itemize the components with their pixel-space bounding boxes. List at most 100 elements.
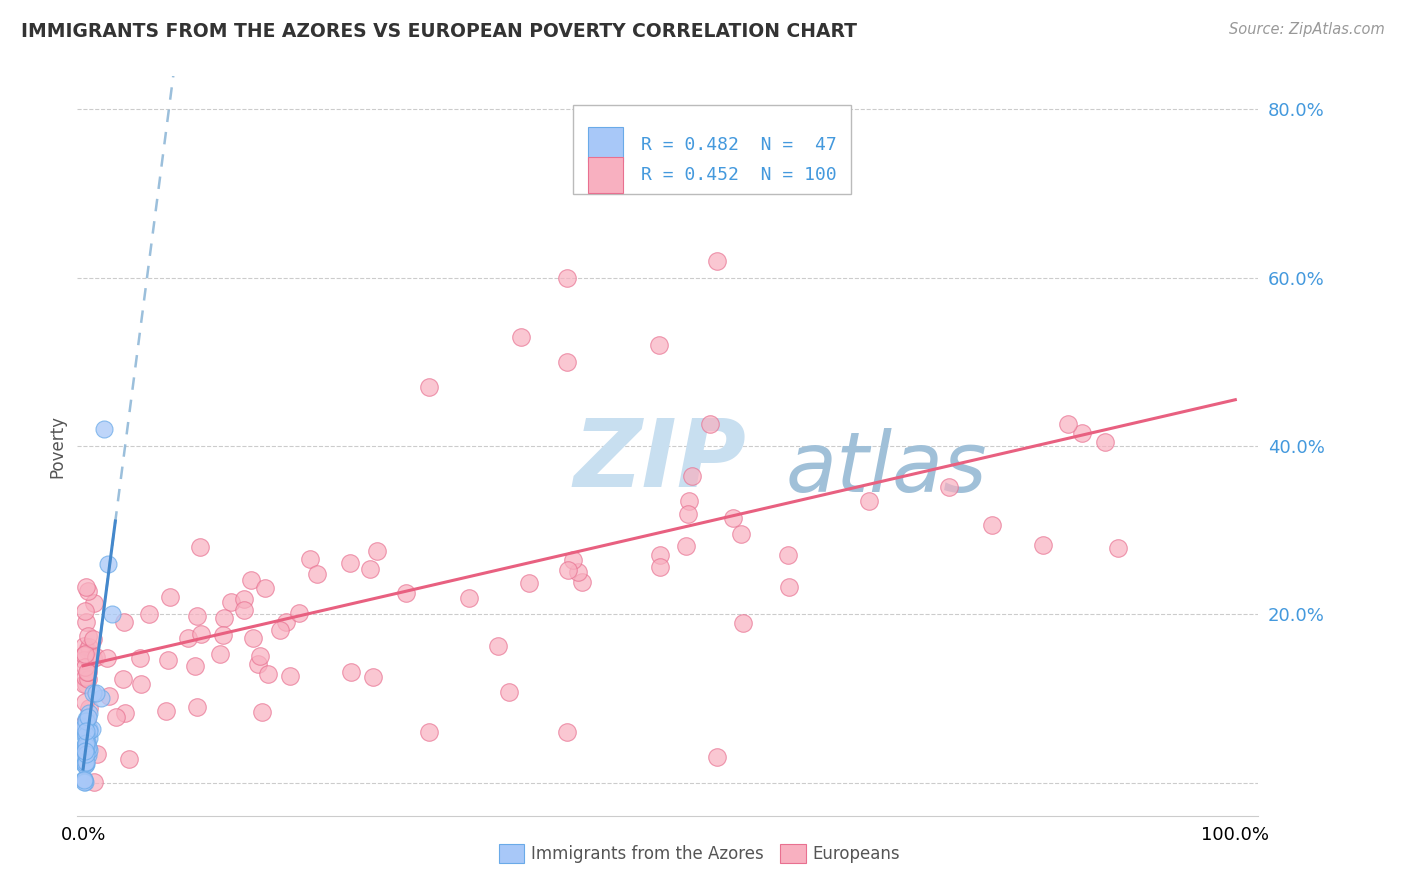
Point: [1107, 541, 1129, 556]
FancyBboxPatch shape: [588, 127, 623, 162]
Point: [73, 757, 96, 772]
Point: [252, 705, 274, 719]
Point: [1056, 417, 1078, 431]
Point: [184, 658, 207, 673]
Point: [73, 716, 96, 731]
Point: [155, 705, 177, 719]
Point: [249, 648, 271, 663]
Point: [86, 686, 108, 700]
Point: [730, 527, 752, 541]
Point: [73, 756, 96, 770]
Point: [648, 560, 671, 574]
Point: [366, 544, 388, 558]
Point: [648, 548, 671, 562]
Point: [73, 739, 96, 753]
Point: [676, 507, 699, 521]
Text: ZIP: ZIP: [574, 415, 747, 507]
Point: [340, 665, 363, 679]
Point: [938, 480, 960, 494]
Point: [82, 651, 104, 665]
Point: [75, 659, 97, 673]
Point: [82, 632, 104, 647]
Point: [82, 685, 104, 699]
Point: [190, 627, 212, 641]
Point: [246, 657, 269, 672]
Point: [339, 556, 361, 570]
Point: [86, 649, 108, 664]
Point: [159, 591, 181, 605]
Point: [75, 719, 97, 733]
Point: [77, 665, 100, 680]
Point: [79, 640, 101, 654]
Point: [681, 468, 703, 483]
Point: [858, 494, 880, 508]
Point: [699, 417, 721, 431]
Point: [721, 511, 744, 525]
Point: [77, 706, 100, 720]
Point: [76, 747, 98, 762]
Point: [75, 615, 97, 629]
Point: [77, 723, 100, 738]
Point: [77, 722, 100, 736]
Point: [498, 684, 520, 698]
Point: [73, 757, 96, 772]
Point: [73, 738, 96, 752]
Point: [77, 629, 100, 643]
Point: [299, 552, 322, 566]
Point: [101, 607, 124, 622]
Point: [80, 722, 103, 736]
Point: [112, 615, 135, 629]
Point: [555, 725, 578, 739]
Point: [75, 695, 97, 709]
Point: [253, 581, 276, 595]
Point: [75, 580, 97, 594]
Text: atlas: atlas: [786, 427, 987, 508]
Point: [75, 713, 97, 727]
Point: [77, 722, 100, 736]
Point: [418, 725, 440, 739]
Point: [73, 648, 96, 662]
Point: [269, 623, 291, 637]
FancyBboxPatch shape: [588, 157, 623, 193]
FancyBboxPatch shape: [574, 105, 851, 194]
Point: [76, 710, 98, 724]
Point: [75, 755, 97, 769]
Point: [73, 750, 96, 764]
Point: [97, 557, 120, 571]
Point: [118, 752, 141, 766]
Point: [678, 494, 700, 508]
Point: [212, 628, 235, 642]
Point: [73, 774, 96, 789]
Point: [138, 607, 160, 621]
Point: [75, 730, 97, 744]
Text: R = 0.482  N =  47: R = 0.482 N = 47: [641, 136, 837, 153]
Point: [257, 667, 280, 681]
Point: [75, 677, 97, 691]
Point: [73, 742, 96, 756]
Point: [305, 566, 328, 581]
Point: [73, 640, 96, 654]
Point: [90, 690, 112, 705]
Point: [75, 736, 97, 750]
Point: [76, 735, 98, 749]
Point: [156, 652, 179, 666]
Point: [233, 603, 256, 617]
Point: [361, 670, 384, 684]
Point: [1032, 538, 1054, 552]
Point: [212, 611, 235, 625]
Point: [83, 774, 105, 789]
Point: [76, 642, 98, 657]
Y-axis label: Poverty: Poverty: [48, 415, 66, 477]
Point: [76, 672, 98, 686]
Text: Source: ZipAtlas.com: Source: ZipAtlas.com: [1229, 22, 1385, 37]
Text: R = 0.452  N = 100: R = 0.452 N = 100: [641, 166, 837, 184]
Point: [97, 690, 120, 704]
Point: [73, 648, 96, 662]
Point: [93, 422, 115, 436]
Point: [76, 746, 98, 760]
Point: [73, 721, 96, 735]
Point: [77, 723, 100, 737]
Text: IMMIGRANTS FROM THE AZORES VS EUROPEAN POVERTY CORRELATION CHART: IMMIGRANTS FROM THE AZORES VS EUROPEAN P…: [21, 22, 858, 41]
Point: [675, 539, 697, 553]
Point: [73, 653, 96, 667]
